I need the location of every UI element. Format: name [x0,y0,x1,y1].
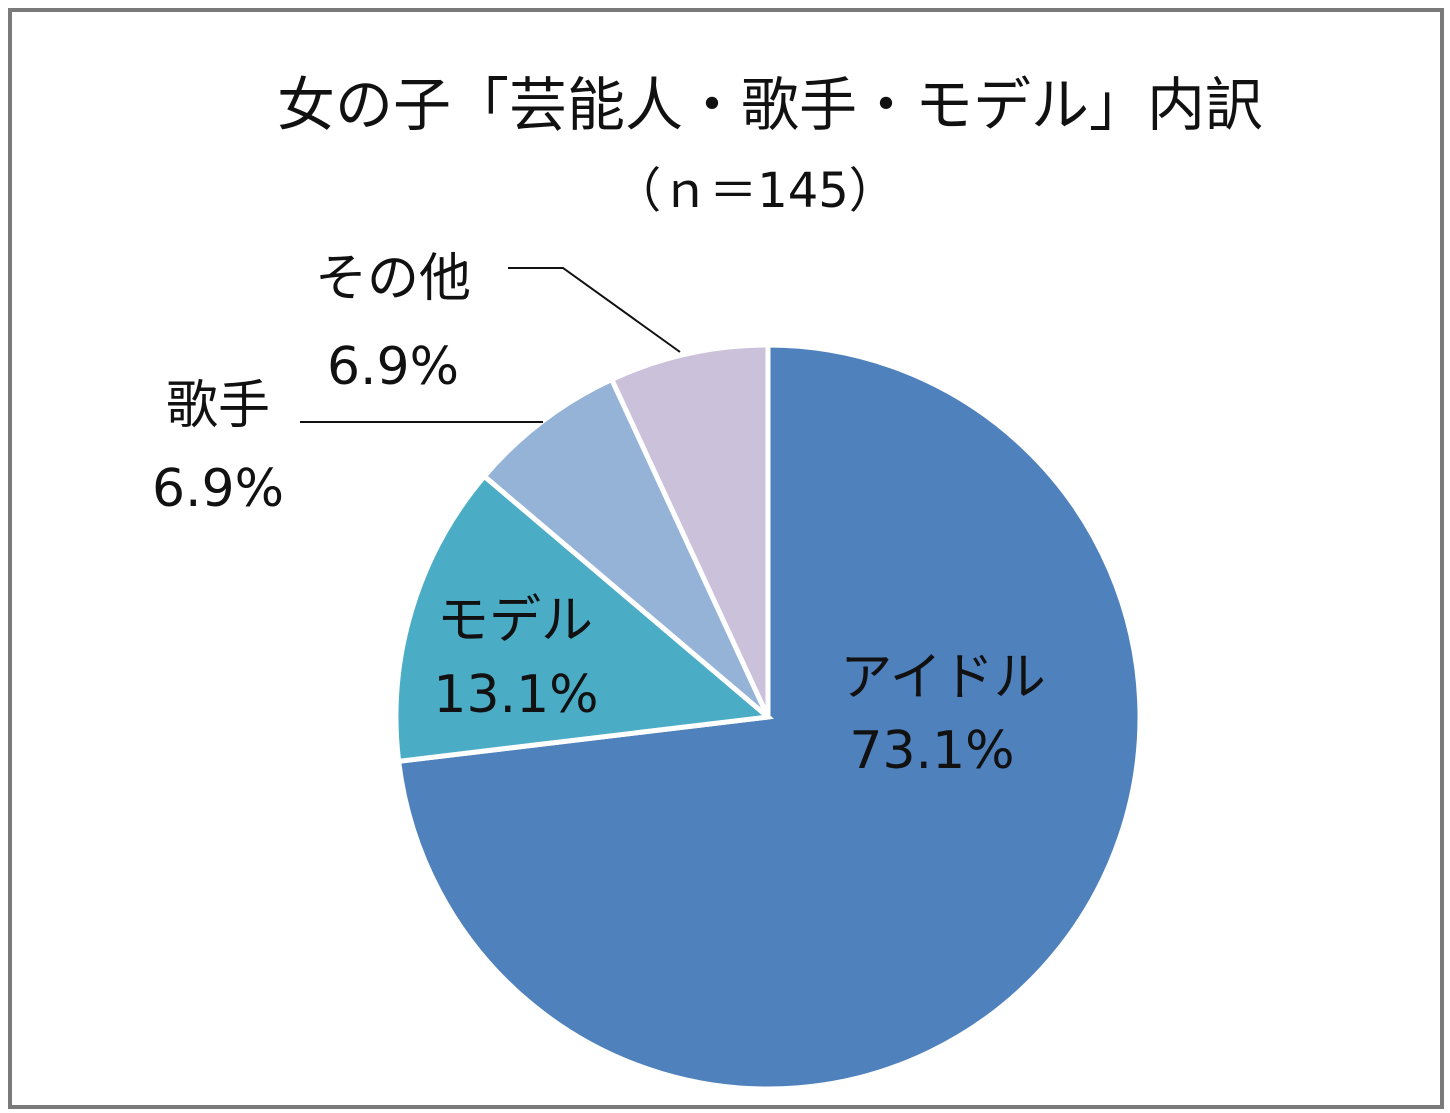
pie-slice-kashu [480,376,771,719]
leader-line-sonota [508,267,681,353]
slice-label-model: モデル [437,591,593,651]
pie-slice-sonota [608,342,771,719]
slice-label-sonota: その他 [315,249,471,309]
chart-title: 女の子「芸能人・歌手・モデル」内訳 [277,71,1263,139]
pie-slices [393,342,1143,1092]
slice-value-model: 13.1% [433,665,598,725]
leader-lines [300,267,681,423]
slice-label-idol: アイドル [840,648,1045,708]
slice-value-kashu: 6.9% [152,459,284,519]
slice-label-kashu: 歌手 [166,376,270,436]
pie-slice-model [393,472,774,765]
slice-value-sonota: 6.9% [327,337,459,397]
slice-value-idol: 73.1% [849,721,1014,781]
slice-labels: アイドル 73.1% モデル 13.1% 歌手 6.9% その他 6.9% [152,249,1046,781]
chart-subtitle: （ｎ＝145） [613,163,897,219]
